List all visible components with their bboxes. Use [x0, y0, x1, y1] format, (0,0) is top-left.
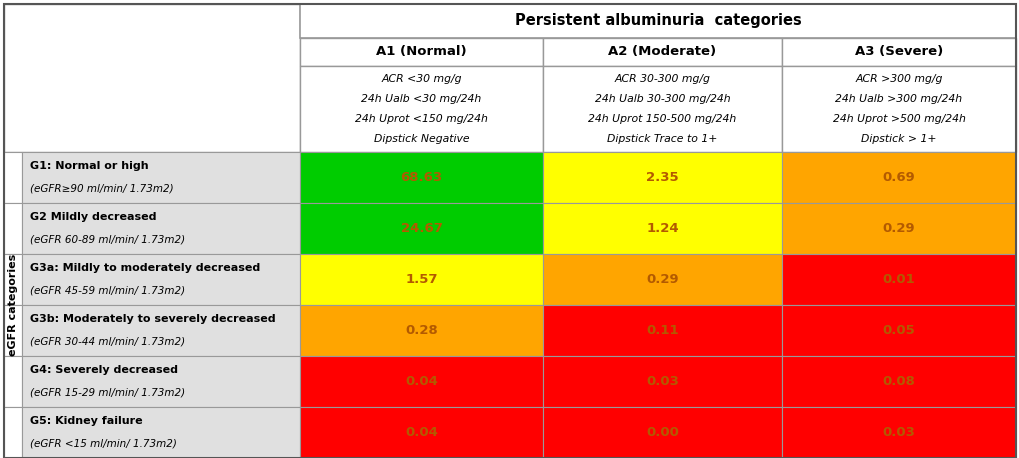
- Text: 2.35: 2.35: [646, 171, 679, 184]
- Text: 0.04: 0.04: [405, 426, 437, 439]
- Text: A2 (Moderate): A2 (Moderate): [608, 45, 716, 59]
- Text: 0.04: 0.04: [405, 375, 437, 388]
- Bar: [300, 407, 542, 458]
- Text: G3b: Moderately to severely decreased: G3b: Moderately to severely decreased: [30, 314, 275, 324]
- Bar: [542, 152, 782, 203]
- Text: ACR <30 mg/g: ACR <30 mg/g: [381, 74, 462, 84]
- Text: 0.28: 0.28: [405, 324, 437, 337]
- Bar: [300, 356, 542, 407]
- Bar: [22, 356, 300, 407]
- Text: 0.03: 0.03: [645, 375, 679, 388]
- Text: 1.24: 1.24: [646, 222, 679, 235]
- Bar: [782, 38, 1015, 66]
- Text: G1: Normal or high: G1: Normal or high: [30, 161, 149, 171]
- Bar: [4, 407, 22, 458]
- Text: 0.03: 0.03: [881, 426, 914, 439]
- Bar: [4, 356, 22, 407]
- Bar: [542, 305, 782, 356]
- Bar: [4, 152, 22, 203]
- Text: 0.05: 0.05: [881, 324, 914, 337]
- Bar: [782, 66, 1015, 152]
- Text: 0.00: 0.00: [645, 426, 679, 439]
- Text: 24.67: 24.67: [400, 222, 442, 235]
- Bar: [4, 203, 22, 254]
- Bar: [782, 203, 1015, 254]
- Text: (eGFR≥90 ml/min/ 1.73m2): (eGFR≥90 ml/min/ 1.73m2): [30, 184, 173, 194]
- Text: G3a: Mildly to moderately decreased: G3a: Mildly to moderately decreased: [30, 263, 260, 273]
- Bar: [300, 254, 542, 305]
- Bar: [4, 305, 22, 356]
- Bar: [542, 407, 782, 458]
- Text: Persistent albuminuria  categories: Persistent albuminuria categories: [515, 13, 801, 28]
- Bar: [300, 152, 542, 203]
- Text: G2 Mildly decreased: G2 Mildly decreased: [30, 212, 156, 222]
- Text: G4: Severely decreased: G4: Severely decreased: [30, 365, 178, 375]
- Text: (eGFR 15-29 ml/min/ 1.73m2): (eGFR 15-29 ml/min/ 1.73m2): [30, 388, 184, 398]
- Bar: [22, 407, 300, 458]
- Bar: [782, 356, 1015, 407]
- Text: (eGFR 60-89 ml/min/ 1.73m2): (eGFR 60-89 ml/min/ 1.73m2): [30, 234, 184, 245]
- Bar: [542, 38, 782, 66]
- Text: ACR >300 mg/g: ACR >300 mg/g: [855, 74, 942, 84]
- Bar: [22, 254, 300, 305]
- Text: A3 (Severe): A3 (Severe): [854, 45, 943, 59]
- Bar: [782, 305, 1015, 356]
- Text: A1 (Normal): A1 (Normal): [376, 45, 467, 59]
- Text: 0.69: 0.69: [881, 171, 914, 184]
- Text: 24h Ualb >300 mg/24h: 24h Ualb >300 mg/24h: [835, 94, 962, 104]
- Text: (eGFR <15 ml/min/ 1.73m2): (eGFR <15 ml/min/ 1.73m2): [30, 439, 176, 449]
- Text: 68.63: 68.63: [400, 171, 442, 184]
- Text: 24h Ualb <30 mg/24h: 24h Ualb <30 mg/24h: [361, 94, 481, 104]
- Text: Dipstick Trace to 1+: Dipstick Trace to 1+: [606, 134, 717, 144]
- Text: (eGFR 30-44 ml/min/ 1.73m2): (eGFR 30-44 ml/min/ 1.73m2): [30, 337, 184, 347]
- Text: 24h Uprot >500 mg/24h: 24h Uprot >500 mg/24h: [832, 114, 965, 124]
- Text: eGFR categories: eGFR categories: [8, 254, 18, 356]
- Bar: [300, 4, 1015, 38]
- Bar: [300, 305, 542, 356]
- Bar: [4, 254, 22, 305]
- Bar: [542, 254, 782, 305]
- Text: 0.29: 0.29: [646, 273, 679, 286]
- Text: 0.08: 0.08: [881, 375, 914, 388]
- Bar: [782, 152, 1015, 203]
- Bar: [300, 203, 542, 254]
- Bar: [542, 356, 782, 407]
- Bar: [22, 203, 300, 254]
- Bar: [782, 407, 1015, 458]
- Bar: [542, 66, 782, 152]
- Text: (eGFR 45-59 ml/min/ 1.73m2): (eGFR 45-59 ml/min/ 1.73m2): [30, 286, 184, 296]
- Bar: [300, 66, 542, 152]
- Text: 0.11: 0.11: [646, 324, 679, 337]
- Text: 0.01: 0.01: [881, 273, 914, 286]
- Bar: [782, 254, 1015, 305]
- Text: 24h Uprot <150 mg/24h: 24h Uprot <150 mg/24h: [355, 114, 487, 124]
- Text: 0.29: 0.29: [881, 222, 914, 235]
- Text: G5: Kidney failure: G5: Kidney failure: [30, 416, 143, 426]
- Bar: [22, 152, 300, 203]
- Text: 1.57: 1.57: [405, 273, 437, 286]
- Text: 24h Uprot 150-500 mg/24h: 24h Uprot 150-500 mg/24h: [588, 114, 736, 124]
- Text: ACR 30-300 mg/g: ACR 30-300 mg/g: [614, 74, 710, 84]
- Bar: [22, 305, 300, 356]
- Bar: [542, 203, 782, 254]
- Bar: [300, 38, 542, 66]
- Text: Dipstick Negative: Dipstick Negative: [373, 134, 469, 144]
- Text: 24h Ualb 30-300 mg/24h: 24h Ualb 30-300 mg/24h: [594, 94, 730, 104]
- Text: Dipstick > 1+: Dipstick > 1+: [860, 134, 935, 144]
- Bar: [4, 4, 300, 152]
